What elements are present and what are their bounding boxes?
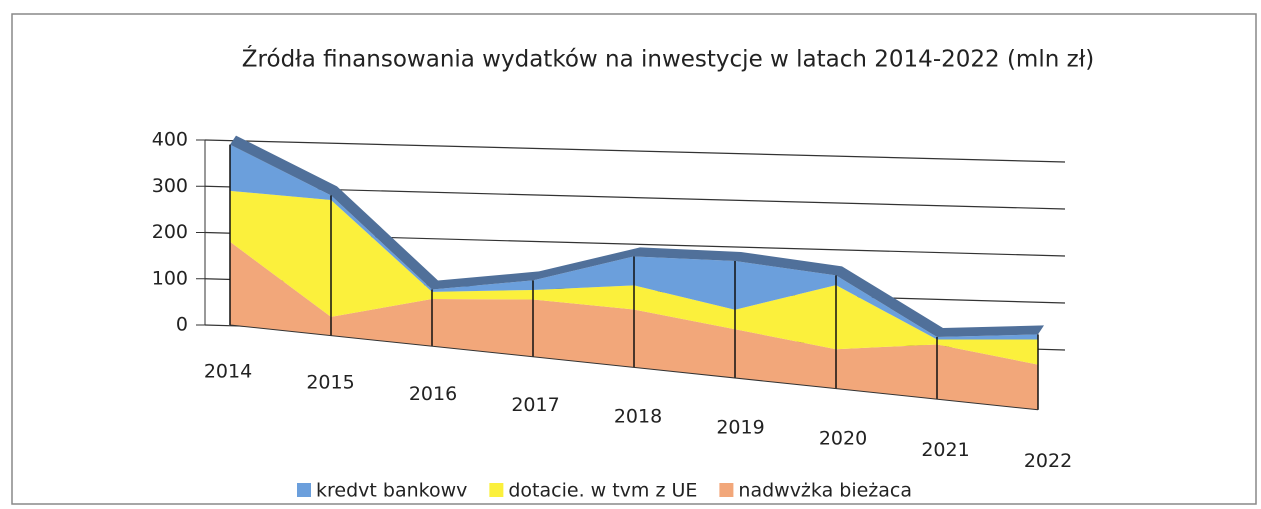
x-tick-label: 2021 [921,439,969,461]
y-tick-label: 300 [152,175,188,197]
legend-swatch [489,483,504,497]
x-tick-label: 2016 [409,383,457,405]
x-tick-label: 2014 [204,361,252,383]
x-tick-label: 2020 [819,428,867,450]
chart-title: Źródła finansowania wydatków na inwestyc… [242,45,1094,73]
legend-label: kredvt bankowv [316,480,467,502]
legend-swatch [719,483,734,497]
y-tick-label: 400 [152,129,188,151]
x-tick-label: 2022 [1024,450,1072,472]
x-axis [229,324,1039,411]
x-tick-label: 2015 [306,372,354,394]
y-tick-label: 0 [176,314,188,336]
y-tick-label: 200 [152,221,188,243]
x-tick-label: 2017 [511,394,559,416]
grid-line [204,139,1066,163]
legend-label: dotacie. w tvm z UE [508,480,697,502]
area-top [230,135,1044,338]
x-tick-label: 2019 [716,417,764,439]
y-tick-label: 100 [152,267,188,289]
legend-swatch [297,483,311,497]
x-tick-label: 2018 [614,405,662,427]
grid-line [204,185,1066,210]
legend-label: nadwvżka bieżaca [738,480,912,502]
